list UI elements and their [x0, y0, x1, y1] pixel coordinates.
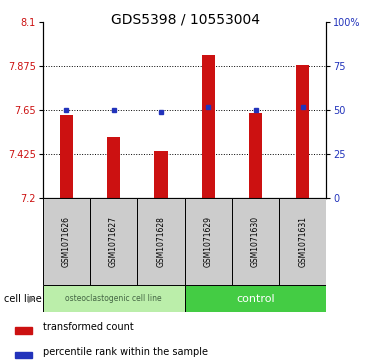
Bar — [14, 327, 32, 334]
Bar — [60, 115, 73, 198]
Text: GSM1071631: GSM1071631 — [298, 216, 307, 267]
FancyBboxPatch shape — [43, 198, 90, 285]
Text: GSM1071628: GSM1071628 — [157, 216, 165, 267]
FancyBboxPatch shape — [232, 198, 279, 285]
Text: GDS5398 / 10553004: GDS5398 / 10553004 — [111, 13, 260, 27]
Bar — [296, 65, 309, 198]
FancyBboxPatch shape — [279, 198, 326, 285]
FancyBboxPatch shape — [185, 285, 326, 312]
Bar — [14, 352, 32, 358]
Bar — [107, 137, 120, 198]
FancyBboxPatch shape — [185, 198, 232, 285]
Text: cell line: cell line — [4, 294, 42, 303]
Text: ▶: ▶ — [28, 294, 35, 303]
Text: GSM1071629: GSM1071629 — [204, 216, 213, 267]
Text: control: control — [236, 294, 275, 303]
Text: GSM1071626: GSM1071626 — [62, 216, 71, 267]
Text: GSM1071627: GSM1071627 — [109, 216, 118, 267]
Text: percentile rank within the sample: percentile rank within the sample — [43, 347, 208, 357]
FancyBboxPatch shape — [43, 285, 185, 312]
Bar — [201, 55, 215, 198]
Text: transformed count: transformed count — [43, 322, 134, 332]
Bar — [154, 151, 168, 198]
Text: osteoclastogenic cell line: osteoclastogenic cell line — [65, 294, 162, 303]
FancyBboxPatch shape — [137, 198, 185, 285]
FancyBboxPatch shape — [90, 198, 137, 285]
Bar — [249, 113, 262, 198]
Text: GSM1071630: GSM1071630 — [251, 216, 260, 267]
